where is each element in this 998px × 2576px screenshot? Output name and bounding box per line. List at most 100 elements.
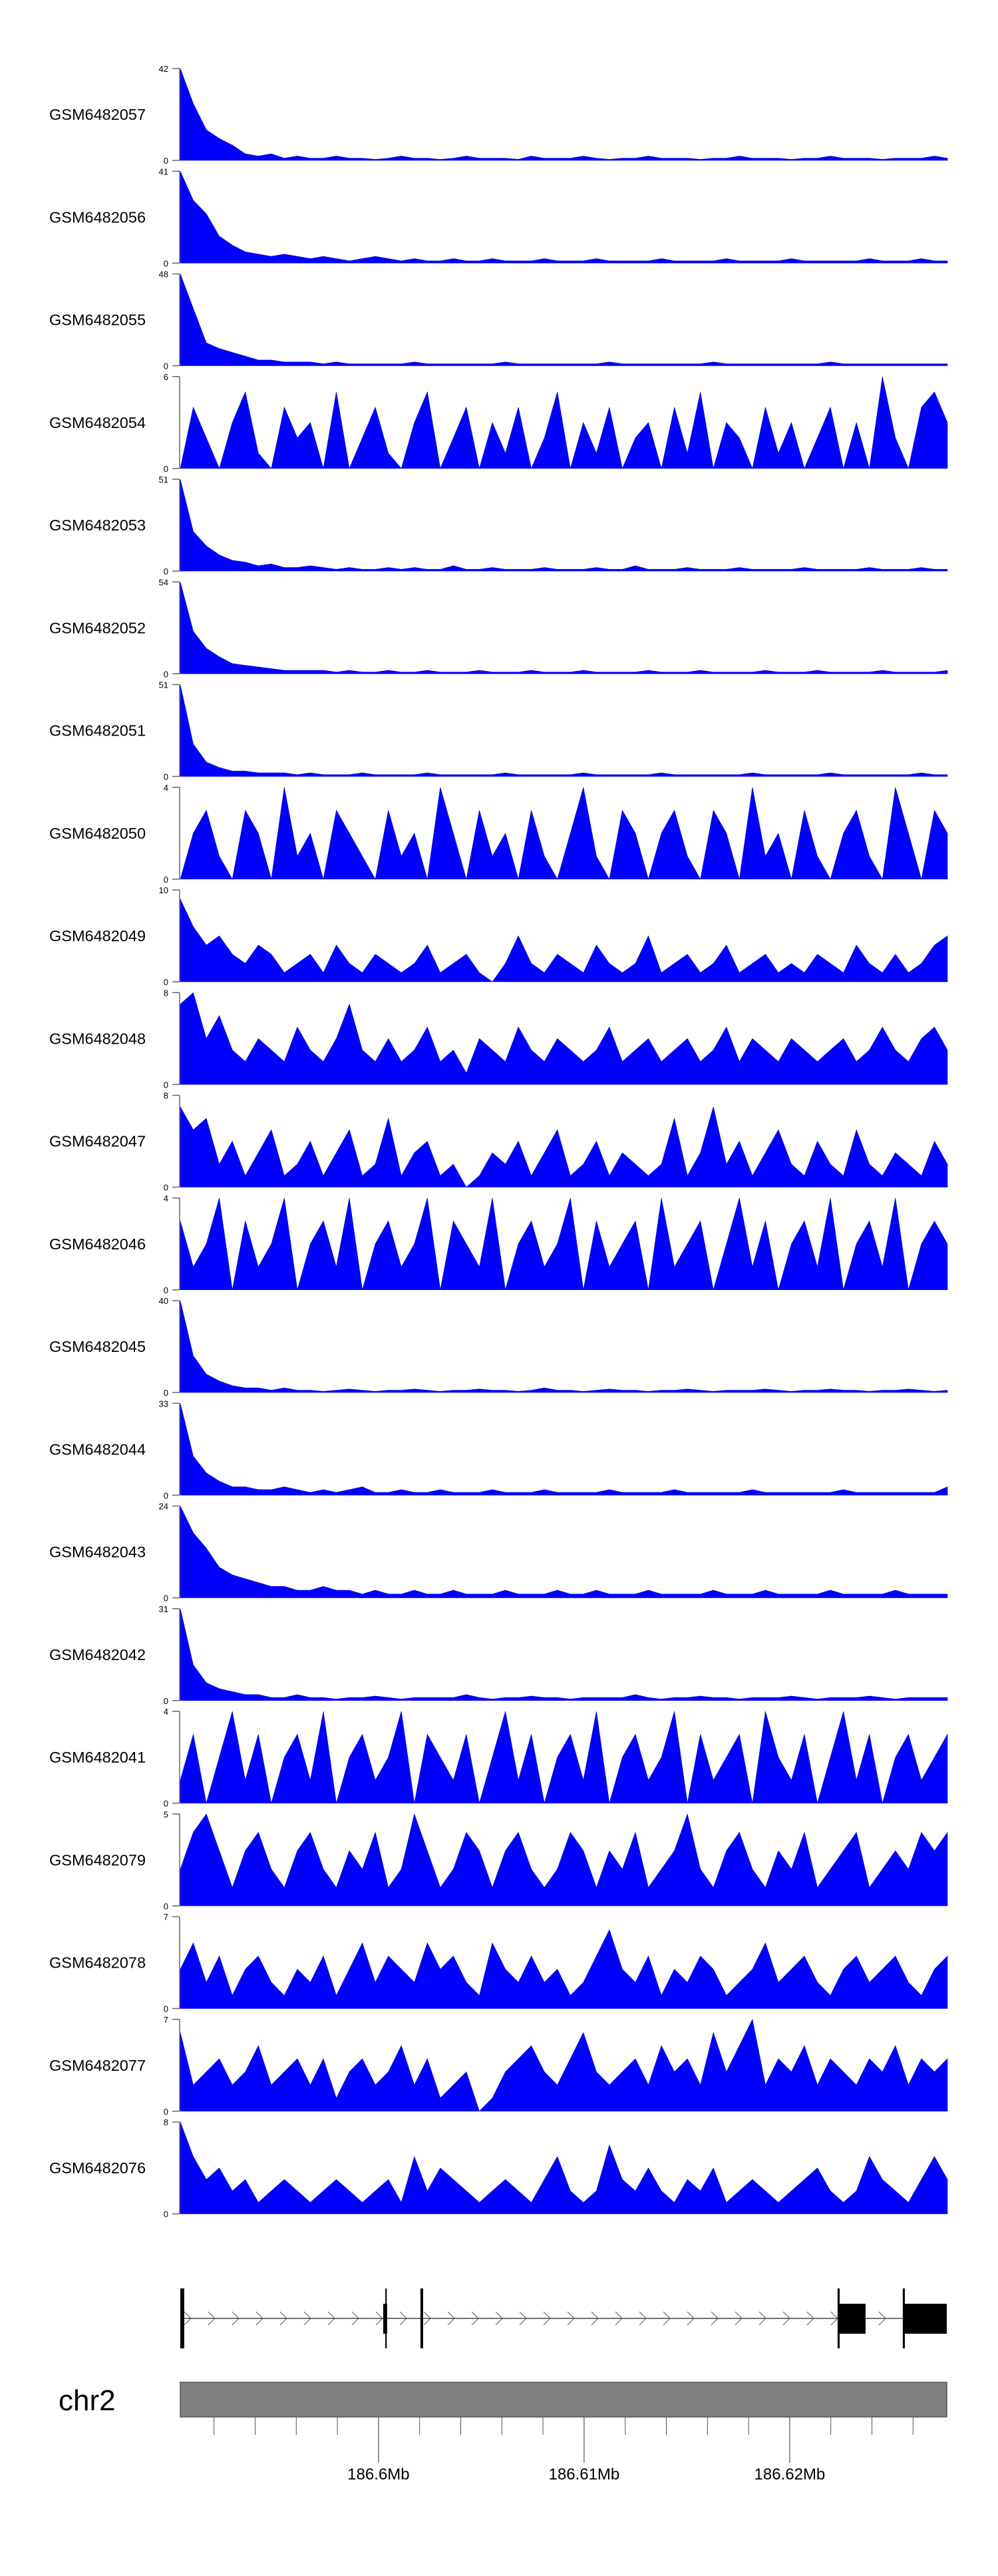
exon-line <box>420 2288 423 2348</box>
y-tick-label-max: 6 <box>164 372 168 382</box>
strand-arrow-icon <box>615 2311 623 2326</box>
coverage-area <box>180 2018 948 2112</box>
chromosome-label: chr2 <box>59 2384 116 2417</box>
y-tick-label-max: 7 <box>164 1912 168 1922</box>
exon-block <box>838 2304 866 2334</box>
y-tick-label-zero: 0 <box>164 2209 168 2219</box>
coverage-area <box>180 1300 948 1393</box>
track-label: GSM6482045 <box>49 1338 146 1355</box>
coverage-area <box>180 479 948 572</box>
coverage-area <box>180 1929 948 2009</box>
coverage-area <box>180 1608 948 1701</box>
coverage-area <box>180 171 948 264</box>
strand-arrow-icon <box>255 2311 263 2326</box>
track-label: GSM6482044 <box>49 1440 146 1458</box>
y-tick-label-zero: 0 <box>164 258 168 268</box>
coverage-area <box>180 2121 948 2215</box>
strand-arrow-icon <box>735 2311 743 2326</box>
track-gsm6482053: GSM6482053 51 0 <box>49 475 948 576</box>
track-gsm6482049: GSM6482049 10 0 <box>49 885 948 987</box>
track-label: GSM6482047 <box>49 1133 146 1150</box>
strand-arrow-icon <box>878 2311 886 2326</box>
y-tick-label-max: 8 <box>164 988 168 998</box>
strand-arrow-icon <box>639 2311 647 2326</box>
major-tick-label: 186.62Mb <box>754 2466 826 2483</box>
strand-arrow-icon <box>375 2311 383 2326</box>
y-tick-label-zero: 0 <box>164 772 168 782</box>
coverage-area <box>180 684 948 777</box>
gene-model-track <box>180 2288 947 2348</box>
exon-line <box>385 2288 387 2348</box>
y-tick-label-max: 8 <box>164 1091 168 1101</box>
y-tick-label-max: 33 <box>159 1398 168 1408</box>
y-tick-label-zero: 0 <box>164 1183 168 1193</box>
track-gsm6482055: GSM6482055 48 0 <box>49 270 948 371</box>
chromosome-bar <box>180 2382 947 2418</box>
exon-block <box>903 2304 947 2334</box>
y-tick-label-max: 7 <box>164 2015 168 2025</box>
strand-arrow-icon <box>758 2311 766 2326</box>
coverage-area <box>180 1403 948 1496</box>
strand-arrow-icon <box>782 2311 790 2326</box>
y-tick-label-max: 4 <box>164 1193 168 1203</box>
track-gsm6482045: GSM6482045 40 0 <box>49 1296 948 1398</box>
track-gsm6482044: GSM6482044 33 0 <box>49 1398 948 1500</box>
track-label: GSM6482079 <box>49 1851 146 1868</box>
track-gsm6482052: GSM6482052 54 0 <box>49 577 948 679</box>
y-tick-label-max: 40 <box>159 1296 168 1306</box>
coverage-area <box>180 899 948 982</box>
strand-arrow-icon <box>303 2311 311 2326</box>
y-tick-label-zero: 0 <box>164 977 168 987</box>
track-label: GSM6482077 <box>49 2057 146 2074</box>
track-label: GSM6482057 <box>49 106 146 123</box>
track-gsm6482078: GSM6482078 7 0 <box>49 1912 948 2014</box>
coverage-area <box>180 1813 948 1906</box>
track-label: GSM6482046 <box>49 1235 146 1253</box>
y-tick-label-max: 42 <box>159 64 168 74</box>
coverage-area <box>180 1106 948 1187</box>
track-label: GSM6482043 <box>49 1544 146 1561</box>
strand-arrow-icon <box>495 2311 503 2326</box>
y-tick-label-zero: 0 <box>164 1080 168 1090</box>
strand-arrow-icon <box>519 2311 527 2326</box>
track-label: GSM6482050 <box>49 825 146 842</box>
track-label: GSM6482042 <box>49 1646 146 1663</box>
y-tick-label-max: 24 <box>159 1502 168 1512</box>
y-tick-label-zero: 0 <box>164 1799 168 1809</box>
y-tick-label-zero: 0 <box>164 2004 168 2014</box>
y-tick-label-max: 5 <box>164 1809 168 1819</box>
track-label: GSM6482076 <box>49 2159 146 2177</box>
y-tick-label-zero: 0 <box>164 566 168 576</box>
track-label: GSM6482054 <box>49 414 146 431</box>
track-label: GSM6482078 <box>49 1954 146 1972</box>
strand-arrow-icon <box>423 2311 431 2326</box>
y-tick-label-zero: 0 <box>164 875 168 885</box>
strand-arrow-icon <box>327 2311 335 2326</box>
coverage-area <box>180 1711 948 1804</box>
track-gsm6482047: GSM6482047 8 0 <box>49 1091 948 1193</box>
y-tick-label-zero: 0 <box>164 156 168 166</box>
track-label: GSM6482056 <box>49 208 146 226</box>
y-tick-label-max: 8 <box>164 2117 168 2127</box>
track-gsm6482041: GSM6482041 4 0 <box>49 1707 948 1809</box>
track-gsm6482076: GSM6482076 8 0 <box>49 2117 948 2219</box>
y-tick-label-zero: 0 <box>164 1594 168 1604</box>
coverage-area <box>180 992 948 1085</box>
y-tick-label-zero: 0 <box>164 1901 168 1911</box>
y-tick-label-zero: 0 <box>164 2107 168 2117</box>
strand-arrow-icon <box>232 2311 240 2326</box>
track-gsm6482050: GSM6482050 4 0 <box>49 783 948 885</box>
data-tracks: GSM6482057420GSM6482056410GSM6482055480G… <box>49 64 948 2219</box>
strand-arrow-icon <box>471 2311 479 2326</box>
y-tick-label-zero: 0 <box>164 1490 168 1500</box>
strand-arrow-icon <box>663 2311 671 2326</box>
coverage-area <box>180 274 948 366</box>
y-tick-label-zero: 0 <box>164 669 168 679</box>
y-tick-label-zero: 0 <box>164 1388 168 1398</box>
strand-arrow-icon <box>351 2311 359 2326</box>
y-tick-label-zero: 0 <box>164 1285 168 1295</box>
coverage-area <box>180 1197 948 1291</box>
track-label: GSM6482051 <box>49 722 146 740</box>
track-gsm6482056: GSM6482056 41 0 <box>49 166 948 268</box>
